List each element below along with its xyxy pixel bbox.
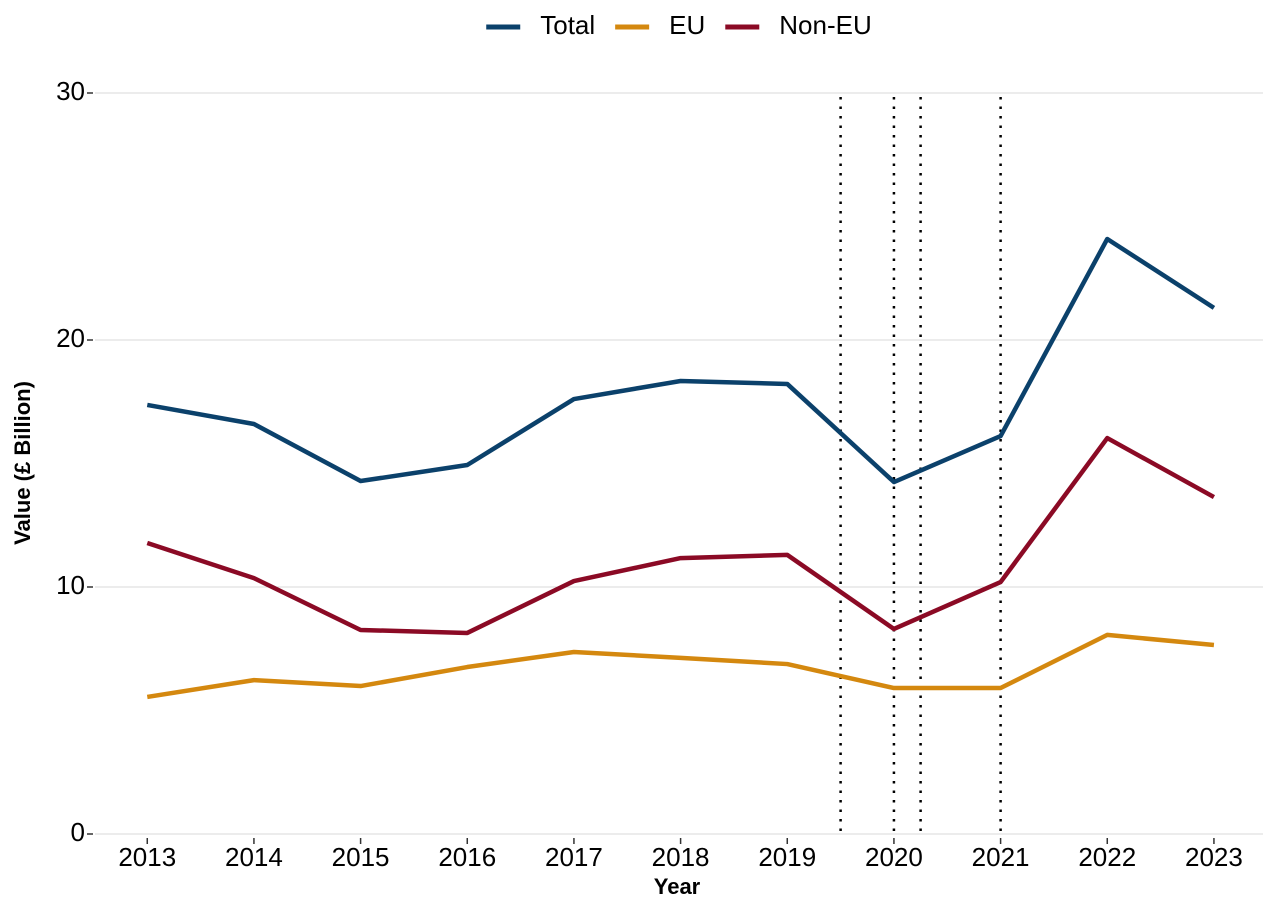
line-series (146, 236, 1216, 485)
x-tick-label: 2018 (652, 842, 710, 872)
x-tick-label: 2022 (1078, 842, 1136, 872)
y-tick-label: 30 (56, 76, 85, 106)
legend-label: Total (540, 10, 595, 40)
x-tick-label: 2019 (758, 842, 816, 872)
y-tick-label: 10 (56, 570, 85, 600)
x-axis-title: Year (654, 874, 701, 899)
y-axis-title: Value (£ Billion) (10, 381, 35, 545)
x-tick-label: 2016 (438, 842, 496, 872)
x-tick-label: 2013 (118, 842, 176, 872)
line-series (146, 632, 1215, 700)
legend-label: EU (669, 10, 705, 40)
legend: Total EU Non-EU (486, 10, 872, 40)
y-tick-label: 0 (71, 817, 85, 847)
x-tick-label: 2023 (1185, 842, 1243, 872)
x-tick-label: 2021 (972, 842, 1030, 872)
x-tick-label: 2020 (865, 842, 923, 872)
legend-label: Non-EU (779, 10, 871, 40)
line-series (146, 435, 1216, 636)
x-tick-label: 2017 (545, 842, 603, 872)
y-tick-label: 20 (56, 323, 85, 353)
x-tick-label: 2015 (332, 842, 390, 872)
x-tick-label: 2014 (225, 842, 283, 872)
